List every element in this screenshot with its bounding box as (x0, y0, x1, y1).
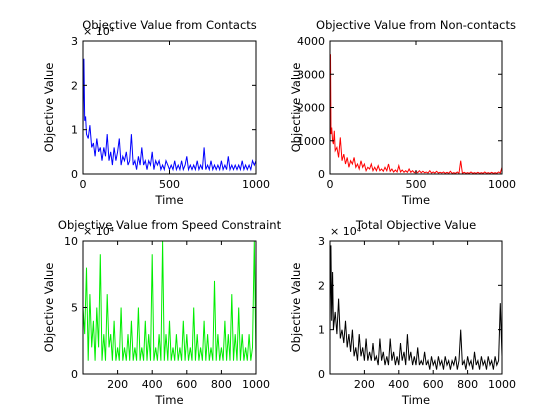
series-line (329, 245, 503, 370)
x-axis-label: Time (401, 193, 430, 207)
y-axis-label: Objective Value (42, 63, 56, 153)
x-tick-label: 400 (388, 378, 409, 391)
x-tick-label: 0 (327, 178, 334, 191)
series-line (82, 240, 257, 361)
y-axis-label: Objective Value (289, 63, 303, 153)
y-tick-label: 3 (71, 35, 78, 48)
y-exponent-label: × 10⁴ (83, 225, 115, 238)
y-tick-label: 1000 (297, 135, 325, 148)
x-axis-label: Time (401, 393, 430, 407)
y-tick-label: 0 (318, 368, 325, 381)
y-tick-label: 4000 (297, 35, 325, 48)
y-tick-label: 3 (318, 235, 325, 248)
plot-area (83, 41, 256, 174)
y-tick-label: 2 (318, 279, 325, 292)
y-exponent-label: × 10⁴ (83, 25, 115, 38)
x-tick-label: 800 (211, 378, 232, 391)
plot-area (330, 241, 502, 374)
subplot-title: Objective Value from Speed Constraint (58, 218, 282, 232)
x-tick-label: 1000 (242, 378, 270, 391)
y-tick-label: 3000 (297, 68, 325, 81)
y-tick-label: 5 (71, 302, 78, 315)
x-tick-label: 1000 (242, 178, 270, 191)
x-tick-label: 1000 (488, 378, 516, 391)
y-tick-label: 2 (71, 79, 78, 92)
series-line (329, 54, 503, 175)
y-tick-label: 10 (64, 235, 78, 248)
x-tick-label: 500 (159, 178, 180, 191)
y-tick-label: 0 (318, 168, 325, 181)
x-axis-label: Time (154, 393, 183, 407)
y-exponent-label: × 10⁴ (330, 225, 362, 238)
subplot-title: Objective Value from Non-contacts (316, 18, 516, 32)
x-tick-label: 600 (176, 378, 197, 391)
subplot-title: Objective Value from Contacts (82, 18, 257, 32)
y-axis-label: Objective Value (42, 263, 56, 353)
x-tick-label: 200 (107, 378, 128, 391)
y-tick-label: 1 (318, 324, 325, 337)
x-tick-label: 200 (354, 378, 375, 391)
subplot-title: Total Objective Value (355, 218, 476, 232)
subplot-non-contacts: 0 500 1000 0 1000 2000 3000 4000 Objective Value… (289, 18, 516, 207)
x-tick-label: 400 (142, 378, 163, 391)
y-tick-label: 1 (71, 124, 78, 137)
x-tick-label: 1000 (488, 178, 516, 191)
axes-box (329, 240, 503, 375)
x-tick-label: 500 (406, 178, 427, 191)
x-tick-label: 800 (457, 378, 478, 391)
y-tick-label: 0 (71, 368, 78, 381)
x-axis-label: Time (154, 193, 183, 207)
y-tick-label: 2000 (297, 102, 325, 115)
y-axis-label: Objective Value (289, 263, 303, 353)
y-tick-label: 0 (71, 168, 78, 181)
plot-area (330, 41, 502, 174)
x-tick-label: 0 (80, 178, 87, 191)
series-line (82, 58, 257, 172)
x-tick-label: 600 (423, 378, 444, 391)
